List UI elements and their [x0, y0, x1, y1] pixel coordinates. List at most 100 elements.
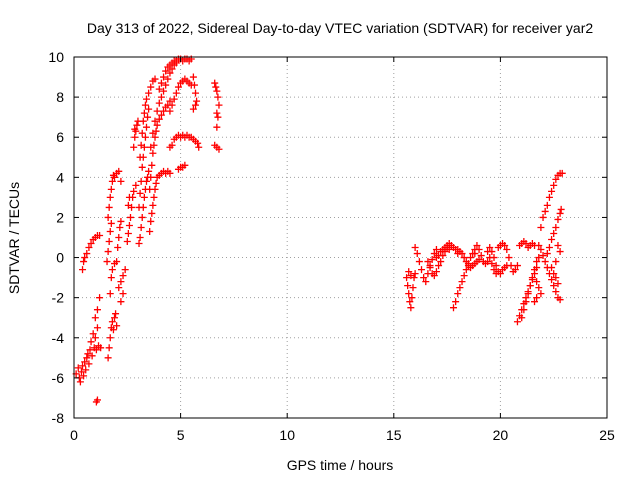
data-point [214, 113, 222, 121]
data-point [406, 298, 414, 306]
data-point [524, 290, 532, 298]
data-point [130, 143, 138, 151]
data-point [471, 250, 479, 258]
data-point [430, 272, 438, 280]
data-point [145, 105, 153, 113]
data-point [550, 181, 558, 189]
data-point [131, 125, 139, 133]
x-tick-label: 5 [177, 427, 185, 443]
data-point [554, 280, 562, 288]
data-point [166, 97, 174, 105]
data-point [117, 278, 125, 286]
data-point [85, 360, 93, 368]
data-point [426, 264, 434, 272]
data-point [87, 338, 95, 346]
data-point [97, 344, 105, 352]
data-point [117, 298, 125, 306]
data-point [548, 187, 556, 195]
data-point [193, 97, 201, 105]
data-point [155, 115, 163, 123]
data-point [458, 250, 466, 258]
data-point [548, 276, 556, 284]
data-point [149, 201, 157, 209]
data-point [93, 396, 101, 404]
data-point [548, 236, 556, 244]
data-point [157, 79, 165, 87]
y-tick-label: 6 [56, 129, 64, 145]
data-point [140, 193, 148, 201]
data-point [432, 246, 440, 254]
data-point [194, 139, 202, 147]
data-point [403, 274, 411, 282]
data-point [552, 274, 560, 282]
y-tick-label: -8 [52, 410, 65, 426]
data-point [413, 250, 421, 258]
y-tick-label: 0 [56, 250, 64, 266]
data-point [531, 298, 539, 306]
data-point [111, 173, 119, 181]
data-point [153, 121, 161, 129]
y-tick-label: 4 [56, 169, 64, 185]
data-point [488, 248, 496, 256]
data-point [422, 278, 430, 286]
data-point [503, 246, 511, 254]
data-point [137, 223, 145, 231]
data-point [415, 258, 423, 266]
data-point [108, 318, 116, 326]
data-point [507, 262, 515, 270]
data-point [543, 250, 551, 258]
data-point [160, 73, 168, 81]
data-point [195, 143, 203, 151]
data-point [151, 75, 159, 83]
data-point [452, 298, 460, 306]
data-point [162, 67, 170, 75]
data-point [85, 244, 93, 252]
data-point [490, 254, 498, 262]
data-point [211, 79, 219, 87]
data-point [168, 141, 176, 149]
data-point [541, 258, 549, 266]
data-point [535, 242, 543, 250]
data-point [145, 89, 153, 97]
data-point [76, 378, 84, 386]
data-point [115, 167, 123, 175]
data-point [214, 93, 222, 101]
data-point [409, 284, 417, 292]
data-point [518, 314, 526, 322]
data-point [458, 278, 466, 286]
data-point [137, 177, 145, 185]
data-point [548, 264, 556, 272]
data-point [533, 294, 541, 302]
data-point [107, 274, 115, 282]
chart-title: Day 313 of 2022, Sidereal Day-to-day VTE… [87, 20, 593, 36]
data-point [552, 175, 560, 183]
data-point [460, 254, 468, 262]
data-point [92, 346, 100, 354]
data-point [107, 185, 115, 193]
data-point [113, 258, 121, 266]
data-point [137, 141, 145, 149]
data-point [157, 93, 165, 101]
data-point [513, 318, 521, 326]
data-point [133, 121, 141, 129]
data-point [124, 201, 132, 209]
data-point [116, 223, 124, 231]
y-tick-label: 2 [56, 209, 64, 225]
data-point [460, 272, 468, 280]
data-point [106, 334, 114, 342]
data-point [454, 290, 462, 298]
data-point [501, 242, 509, 250]
data-point [435, 262, 443, 270]
data-point [126, 213, 134, 221]
data-point [79, 362, 87, 370]
y-tick-label: -2 [52, 290, 65, 306]
data-point [138, 213, 146, 221]
data-point [556, 248, 564, 256]
data-point [437, 258, 445, 266]
data-point [106, 193, 114, 201]
data-point [533, 258, 541, 266]
data-point [420, 274, 428, 282]
data-point [105, 203, 113, 211]
data-point [147, 143, 155, 151]
